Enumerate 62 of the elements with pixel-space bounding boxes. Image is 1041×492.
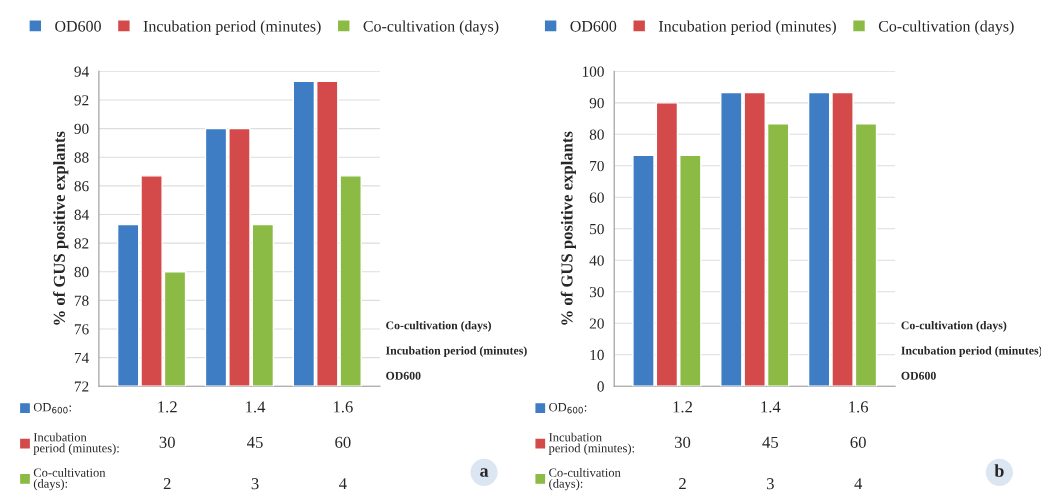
text: 45 — [762, 436, 779, 448]
y-tick-label: 20 — [589, 318, 604, 329]
y-tick-label: 40 — [589, 255, 604, 266]
y-tick-label: 84 — [74, 209, 89, 220]
text: 1.4 — [246, 401, 266, 413]
text: Incubation period (minutes) — [385, 346, 527, 357]
text: 60 — [850, 436, 866, 448]
text: 30 — [159, 436, 175, 448]
text: 4 — [339, 478, 347, 490]
y-tick-label: 90 — [589, 97, 604, 109]
y-tick-label: 100 — [582, 66, 604, 77]
text: Co-cultivation (days): — [549, 468, 621, 491]
legend-label: Incubation period (minutes) — [658, 20, 836, 35]
text: 1.2 — [673, 401, 692, 413]
text: a — [480, 468, 489, 477]
y-tick-label: 70 — [590, 160, 604, 172]
text: OD600 — [901, 371, 936, 380]
text: 3 — [766, 478, 774, 490]
y-tick-label: 82 — [74, 238, 89, 249]
y-tick-label: 94 — [74, 66, 89, 77]
y-tick-label: 30 — [589, 286, 604, 298]
y-tick-label: 90 — [74, 123, 89, 135]
y-tick-label: 74 — [74, 352, 89, 363]
text: Incubation period (minutes): — [548, 432, 635, 455]
y-tick-label: 0 — [597, 381, 604, 392]
text: Co-cultivation (days) — [901, 321, 1007, 332]
text: Incubation period (minutes): — [33, 432, 119, 455]
text: OD$_{600}$: — [33, 402, 71, 414]
text: 30 — [674, 436, 691, 448]
text: 1.2 — [158, 401, 177, 413]
legend-label: Incubation period (minutes) — [143, 20, 321, 35]
y-axis-title: % of GUS positive explants — [560, 131, 576, 325]
text: 3 — [251, 478, 259, 490]
text: OD$_{600}$: — [549, 402, 587, 414]
text: b — [994, 464, 1004, 477]
text: 4 — [854, 478, 863, 490]
y-tick-label: 72 — [74, 381, 89, 392]
legend-label: Co-cultivation (days) — [878, 20, 1014, 35]
text: 2 — [679, 478, 686, 490]
text: 1.4 — [761, 401, 781, 413]
legend-label: OD600 — [55, 20, 101, 32]
text: Co-cultivation (days): — [33, 468, 106, 491]
y-axis-title: % of GUS positive explants — [53, 131, 69, 325]
y-tick-label: 76 — [74, 324, 89, 335]
y-tick-label: 60 — [589, 192, 604, 203]
y-tick-label: 86 — [74, 180, 89, 192]
y-tick-label: 78 — [74, 295, 89, 306]
text: 60 — [335, 436, 351, 448]
y-tick-label: 88 — [74, 152, 89, 163]
legend-label: Co-cultivation (days) — [363, 20, 499, 35]
text: Co-cultivation (days) — [386, 321, 491, 332]
text: 45 — [247, 436, 263, 448]
y-tick-label: 50 — [590, 223, 604, 235]
y-tick-label: 10 — [590, 349, 604, 361]
y-tick-label: 80 — [74, 266, 89, 278]
text: 1.6 — [849, 401, 869, 413]
y-tick-label: 92 — [74, 95, 89, 106]
y-tick-label: 80 — [589, 129, 604, 140]
text: OD600 — [386, 371, 421, 380]
legend-label: OD600 — [570, 20, 617, 32]
text: 2 — [163, 478, 171, 490]
text: 1.6 — [333, 401, 353, 413]
